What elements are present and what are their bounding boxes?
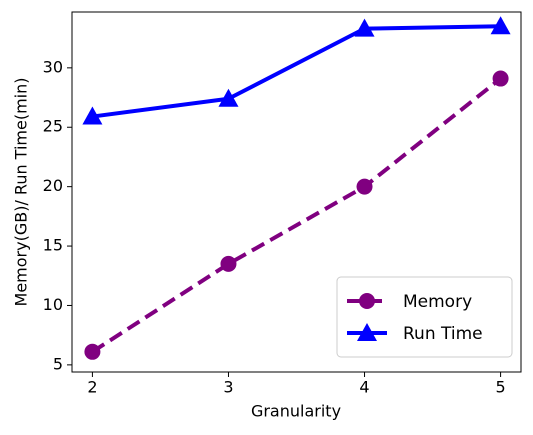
- x-tick-label: 3: [223, 378, 233, 397]
- y-tick-label: 20: [43, 176, 63, 195]
- y-tick-label: 5: [53, 354, 63, 373]
- legend-marker: [359, 293, 375, 309]
- x-tick-label: 5: [495, 378, 505, 397]
- legend-marker: [357, 323, 377, 341]
- plot-frame: [71, 11, 522, 373]
- legend-label: Memory: [403, 292, 472, 312]
- data-point: [490, 16, 511, 35]
- y-tick-label: 15: [43, 236, 63, 255]
- data-point: [492, 70, 509, 87]
- data-point: [84, 343, 101, 360]
- data-point: [218, 88, 239, 107]
- data-point: [356, 178, 373, 195]
- legend-label: Run Time: [403, 324, 483, 344]
- x-tick-label: 4: [359, 378, 369, 397]
- y-tick-label: 25: [43, 117, 63, 136]
- series-line: [92, 24, 501, 119]
- data-point: [82, 106, 103, 125]
- legend-box: [336, 276, 513, 358]
- y-tick-label: 10: [43, 295, 63, 314]
- data-point: [354, 18, 375, 37]
- x-axis-label: Granularity: [251, 402, 341, 421]
- x-tick-label: 2: [87, 378, 97, 397]
- data-point: [220, 255, 237, 272]
- series-line: [91, 76, 502, 354]
- y-tick-label: 30: [43, 57, 63, 76]
- y-axis-label: Memory(GB)/ Run Time(min): [12, 78, 31, 307]
